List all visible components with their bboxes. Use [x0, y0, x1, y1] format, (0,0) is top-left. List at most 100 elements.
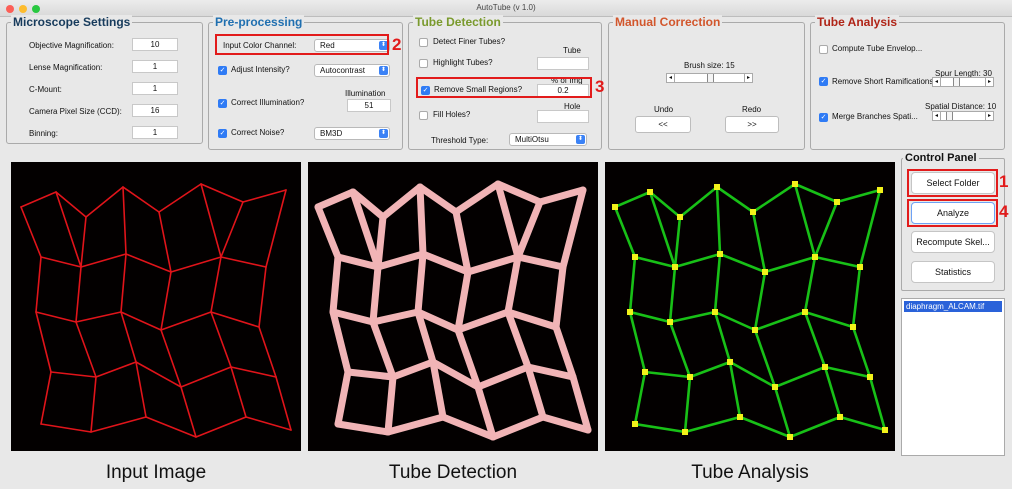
remove-short-ramifications-checkbox[interactable]: ✓	[819, 77, 828, 86]
file-list-items: diaphragm_ALCAM.tif	[902, 301, 1004, 312]
tube-mask-segment	[416, 183, 460, 216]
compute-envelope-checkbox[interactable]	[819, 45, 828, 54]
minimize-window-icon[interactable]	[19, 5, 27, 13]
vessel-segment	[135, 361, 147, 418]
tube-mask-segment	[559, 186, 587, 271]
slider-thumb[interactable]	[945, 112, 953, 120]
junction-marker	[647, 189, 653, 195]
skeleton-segment	[668, 310, 717, 324]
skeleton-segment	[633, 370, 647, 426]
vessel-segment	[242, 189, 287, 203]
adjust-intensity-select[interactable]: Autocontrast ⬍	[314, 64, 390, 77]
vessel-segment	[158, 211, 172, 273]
remove-small-regions-checkbox[interactable]: ✓	[421, 86, 430, 95]
slider-left-arrow-icon[interactable]: ◂	[933, 78, 941, 86]
skeleton-segment	[668, 320, 692, 379]
detect-finer-tubes-checkbox[interactable]	[419, 38, 428, 47]
correct-illumination-checkbox[interactable]: ✓	[218, 99, 227, 108]
analyze-button[interactable]: Analyze	[911, 202, 995, 224]
input-channel-value: Red	[320, 41, 335, 50]
vessel-segment	[200, 183, 244, 203]
correct-noise-value: BM3D	[320, 129, 343, 138]
slider-right-arrow-icon[interactable]: ▸	[744, 74, 752, 82]
select-folder-button[interactable]: Select Folder	[911, 172, 995, 194]
tube-mask-segment	[504, 253, 522, 316]
vessel-segment	[230, 366, 277, 378]
skeleton-segment	[713, 252, 722, 314]
merge-branches-checkbox[interactable]: ✓	[819, 113, 828, 122]
slider-left-arrow-icon[interactable]: ◂	[667, 74, 675, 82]
junction-marker	[877, 187, 883, 193]
tube-mask-segment	[454, 326, 482, 391]
slider-thumb[interactable]	[707, 74, 714, 82]
vessel-segment	[122, 186, 160, 213]
threshold-type-select[interactable]: MultiOtsu ⬍	[509, 133, 587, 146]
vessel-segment	[120, 253, 127, 313]
vessel-segment	[145, 416, 197, 438]
vessel-segment	[245, 416, 292, 431]
adjust-intensity-checkbox[interactable]: ✓	[218, 66, 227, 75]
preprocessing-title: Pre-processing	[213, 15, 305, 29]
slider-right-arrow-icon[interactable]: ▸	[985, 78, 993, 86]
highlight-tubes-checkbox[interactable]	[419, 59, 428, 68]
spur-length-label: Spur Length: 30	[935, 69, 992, 78]
brush-size-slider[interactable]: ◂ ▸	[666, 73, 753, 83]
highlight-box-4	[907, 199, 998, 227]
tube-mask-segment	[314, 203, 342, 261]
highlight-box-1	[907, 169, 998, 197]
spur-length-slider[interactable]: ◂ ▸	[932, 77, 994, 87]
slider-thumb[interactable]	[953, 78, 961, 86]
fill-holes-checkbox[interactable]	[419, 111, 428, 120]
illumination-input[interactable]: 51	[347, 99, 391, 112]
junction-marker	[867, 374, 873, 380]
hole-header: Hole	[564, 102, 581, 111]
file-list-item[interactable]: diaphragm_ALCAM.tif	[904, 301, 1002, 312]
camera-pixel-size-input[interactable]: 16	[132, 104, 178, 117]
tube-mask-segment	[374, 213, 387, 271]
slider-left-arrow-icon[interactable]: ◂	[933, 112, 941, 120]
remove-small-regions-label: Remove Small Regions?	[434, 85, 523, 94]
binning-input[interactable]: 1	[132, 126, 178, 139]
vessel-segment	[55, 191, 87, 218]
fill-holes-label: Fill Holes?	[433, 110, 471, 119]
tube-analysis-canvas	[612, 181, 888, 440]
tube-detection-caption: Tube Detection	[388, 462, 518, 483]
correct-noise-checkbox[interactable]: ✓	[218, 129, 227, 138]
tube-detection-panel: Tube Detection Detect Finer Tubes? Tube …	[408, 15, 602, 150]
tube-input[interactable]	[537, 57, 589, 70]
tube-mask-segment	[334, 253, 382, 271]
lense-magnification-label: Lense Magnification:	[29, 63, 103, 72]
spatial-distance-slider[interactable]: ◂ ▸	[932, 111, 994, 121]
tube-mask-segment	[552, 323, 577, 381]
tube-mask-segment	[494, 180, 522, 261]
slider-right-arrow-icon[interactable]: ▸	[985, 112, 993, 120]
close-window-icon[interactable]	[6, 5, 14, 13]
input-channel-select[interactable]: Red ⬍	[314, 39, 390, 52]
vessel-segment	[200, 183, 222, 258]
redo-button[interactable]: >>	[725, 116, 779, 133]
skeleton-segment	[673, 252, 722, 269]
skeleton-segment	[718, 252, 767, 274]
maximize-window-icon[interactable]	[32, 5, 40, 13]
hole-input[interactable]	[537, 110, 589, 123]
junction-marker	[712, 309, 718, 315]
vessel-segment	[20, 206, 42, 258]
vessel-segment	[180, 386, 197, 438]
c-mount-input[interactable]: 1	[132, 82, 178, 95]
correct-noise-select[interactable]: BM3D ⬍	[314, 127, 390, 140]
file-list[interactable]: diaphragm_ALCAM.tif	[901, 298, 1005, 456]
vessel-segment	[120, 311, 137, 363]
tube-mask-segment	[414, 250, 427, 316]
statistics-button[interactable]: Statistics	[911, 261, 995, 283]
vessel-segment	[160, 271, 172, 331]
skeleton-segment	[803, 255, 817, 314]
junction-marker	[787, 434, 793, 440]
tube-mask-segment	[524, 363, 577, 381]
objective-magnification-input[interactable]: 10	[132, 38, 178, 51]
recompute-skeleton-button[interactable]: Recompute Skel...	[911, 231, 995, 253]
junction-marker	[850, 324, 856, 330]
skeleton-segment	[813, 200, 839, 259]
junction-marker	[752, 327, 758, 333]
lense-magnification-input[interactable]: 1	[132, 60, 178, 73]
undo-button[interactable]: <<	[635, 116, 691, 133]
